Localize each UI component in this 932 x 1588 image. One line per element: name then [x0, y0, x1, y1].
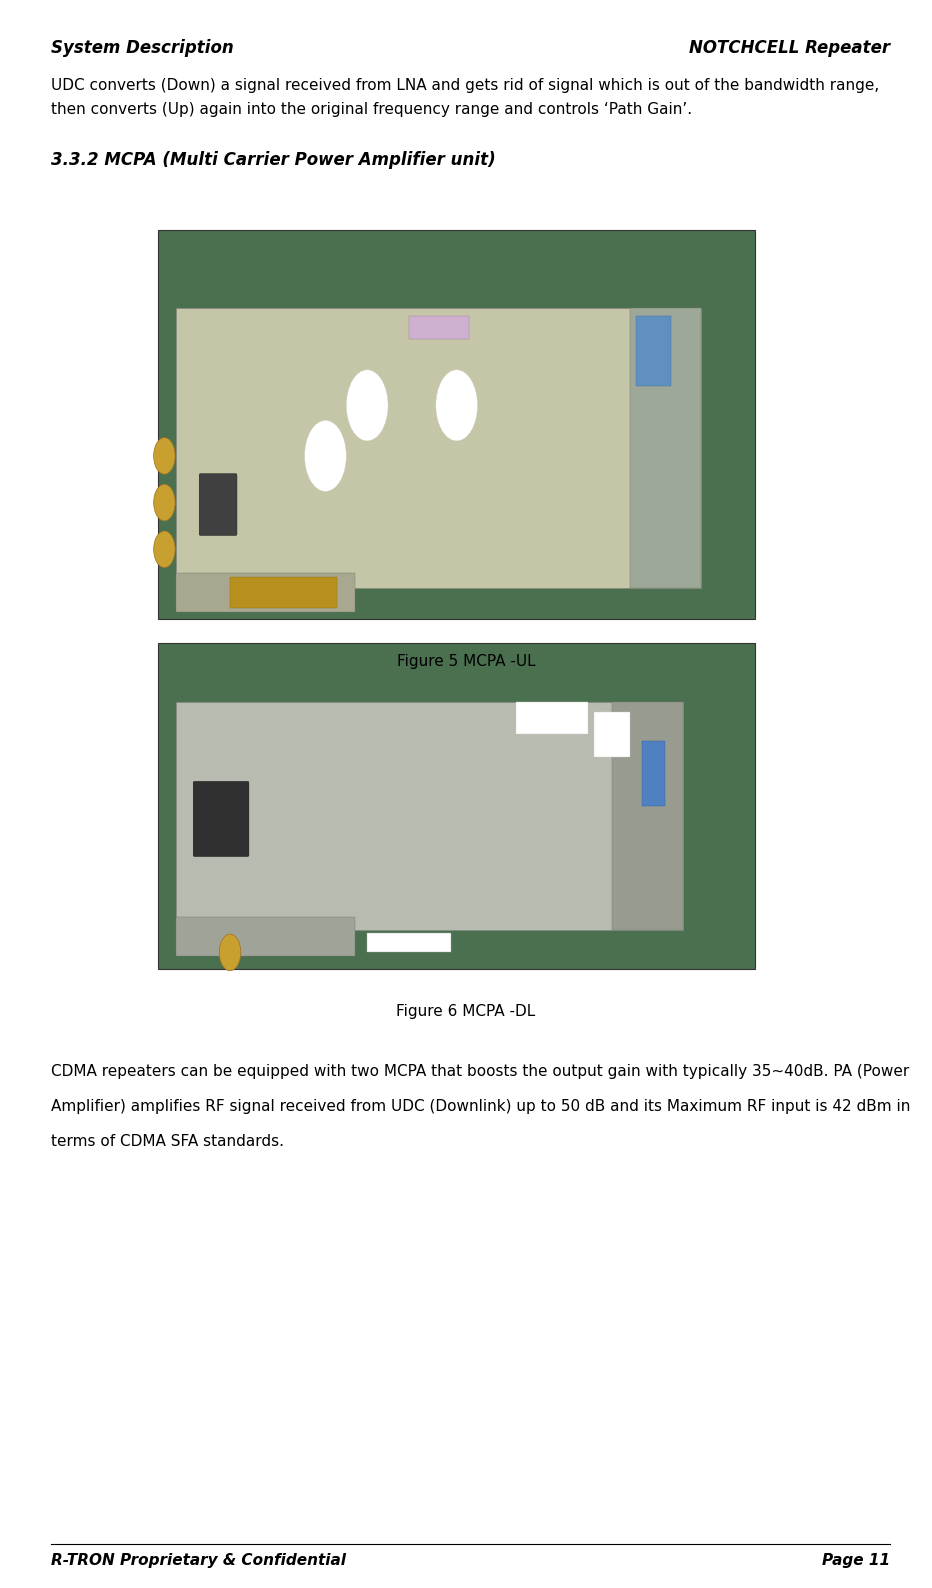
Bar: [641, 740, 665, 807]
Text: Figure 6 MCPA -DL: Figure 6 MCPA -DL: [396, 1004, 536, 1018]
Circle shape: [347, 370, 388, 441]
Bar: [158, 643, 755, 969]
Circle shape: [436, 370, 477, 441]
Text: Page 11: Page 11: [822, 1553, 890, 1567]
Text: UDC converts (Down) a signal received from LNA and gets rid of signal which is o: UDC converts (Down) a signal received fr…: [51, 78, 880, 92]
Text: terms of CDMA SFA standards.: terms of CDMA SFA standards.: [51, 1134, 284, 1148]
Bar: [230, 576, 337, 608]
Bar: [176, 702, 683, 929]
Circle shape: [154, 484, 175, 521]
Text: then converts (Up) again into the original frequency range and controls ‘Path Ga: then converts (Up) again into the origin…: [51, 102, 692, 116]
Bar: [516, 702, 588, 734]
Bar: [636, 316, 671, 386]
Text: CDMA repeaters can be equipped with two MCPA that boosts the output gain with ty: CDMA repeaters can be equipped with two …: [51, 1064, 910, 1078]
Circle shape: [219, 934, 240, 970]
Bar: [176, 308, 701, 588]
Bar: [630, 308, 701, 588]
Bar: [176, 573, 355, 611]
Text: Amplifier) amplifies RF signal received from UDC (Downlink) up to 50 dB and its : Amplifier) amplifies RF signal received …: [51, 1099, 911, 1113]
Bar: [367, 932, 451, 953]
FancyBboxPatch shape: [193, 781, 249, 856]
Text: Figure 5 MCPA -UL: Figure 5 MCPA -UL: [397, 654, 535, 669]
Text: R-TRON Proprietary & Confidential: R-TRON Proprietary & Confidential: [51, 1553, 347, 1567]
Bar: [409, 316, 469, 340]
Bar: [611, 702, 683, 929]
Bar: [176, 916, 355, 956]
Text: System Description: System Description: [51, 38, 234, 57]
FancyBboxPatch shape: [199, 473, 237, 535]
Circle shape: [154, 438, 175, 475]
Text: NOTCHCELL Repeater: NOTCHCELL Repeater: [689, 38, 890, 57]
Circle shape: [305, 421, 347, 492]
Circle shape: [154, 530, 175, 567]
Bar: [594, 711, 630, 757]
Text: 3.3.2 MCPA (Multi Carrier Power Amplifier unit): 3.3.2 MCPA (Multi Carrier Power Amplifie…: [51, 151, 496, 168]
Bar: [158, 230, 755, 619]
